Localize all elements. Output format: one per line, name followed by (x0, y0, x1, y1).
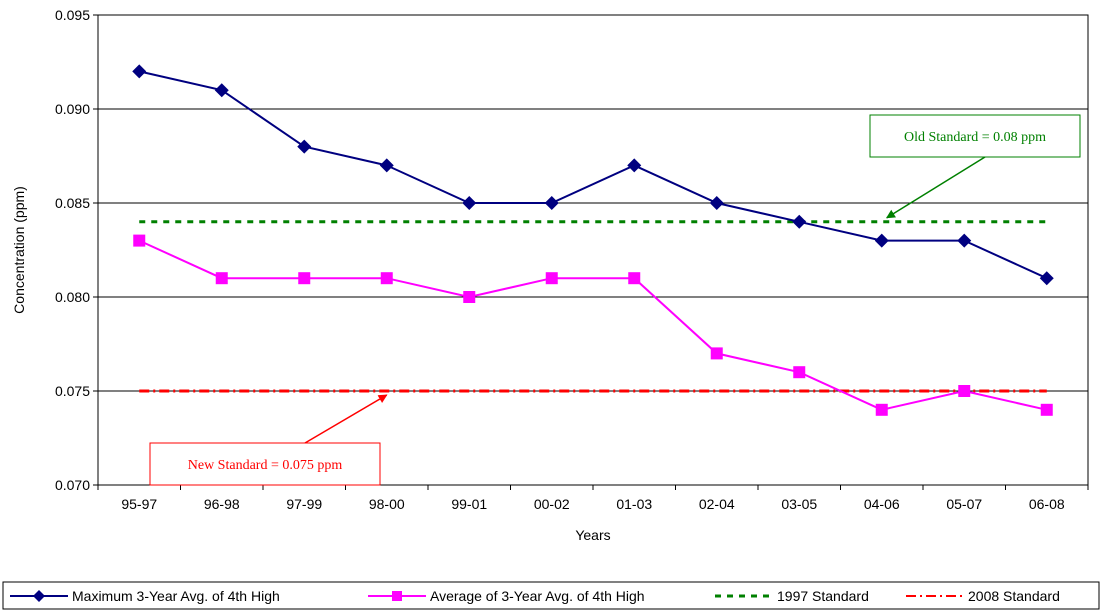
legend-box (2, 581, 1100, 610)
annotation-old-standard-box (869, 114, 1081, 158)
data-point-diamond (1039, 271, 1054, 286)
data-point-square (215, 272, 228, 285)
data-point-square (463, 291, 476, 303)
data-point-square (793, 366, 806, 379)
x-tick-label: 03-05 (781, 496, 817, 512)
legend-item-avg: Average of 3-Year Avg. of 4th High (368, 588, 645, 604)
legend-label-avg: Average of 3-Year Avg. of 4th High (430, 588, 645, 604)
y-tick-label: 0.080 (55, 289, 90, 305)
series-line-square (138, 239, 1047, 411)
x-tick-label: 04-06 (864, 496, 900, 512)
y-axis-label: Concentration (ppm) (11, 186, 27, 314)
legend-label-2008: 2008 Standard (968, 588, 1060, 604)
y-tick-label: 0.095 (55, 7, 90, 23)
data-point-diamond (462, 196, 477, 210)
annotation-new-standard-arrow (304, 394, 388, 444)
y-tick-label: 0.070 (55, 477, 90, 493)
x-tick-label: 02-04 (699, 496, 735, 512)
x-axis-label: Years (575, 527, 610, 543)
annotation-old-standard: Old Standard = 0.08 ppm (869, 114, 1081, 219)
annotation-old-standard-text: Old Standard = 0.08 ppm (904, 130, 1046, 145)
legend-label-1997: 1997 Standard (777, 588, 869, 604)
legend-item-max: Maximum 3-Year Avg. of 4th High (10, 588, 280, 604)
legend-marker-diamond (33, 590, 45, 602)
data-point-diamond (874, 233, 889, 248)
x-tick-label: 95-97 (121, 496, 157, 512)
data-point-square (133, 234, 146, 247)
data-point-diamond (544, 196, 559, 210)
plot-area-border (97, 14, 1089, 486)
data-point-square (875, 403, 888, 416)
series-layer (132, 64, 1054, 416)
data-point-diamond (297, 139, 312, 154)
x-tick-label: 96-98 (204, 496, 240, 512)
y-tick-label: 0.090 (55, 101, 90, 117)
annotation-old-standard-arrow (885, 156, 986, 219)
data-point-square (380, 272, 393, 285)
x-tick-label: 99-01 (451, 496, 487, 512)
x-tick-label: 97-99 (286, 496, 322, 512)
axes: 0.070 0.075 0.080 0.085 0.090 0.095 95-97 96-98… (55, 7, 1089, 512)
legend-item-2008: 2008 Standard (906, 588, 1060, 604)
legend: Maximum 3-Year Avg. of 4th High Average … (2, 581, 1100, 610)
data-point-diamond (379, 158, 394, 173)
data-point-diamond (709, 196, 724, 210)
legend-item-1997: 1997 Standard (715, 588, 869, 604)
data-point-diamond (792, 214, 807, 229)
annotation-new-standard: New Standard = 0.075 ppm (149, 394, 388, 486)
data-point-square (628, 272, 641, 285)
x-tick-label: 05-07 (946, 496, 982, 512)
y-tick-label: 0.085 (55, 195, 90, 211)
legend-label-max: Maximum 3-Year Avg. of 4th High (72, 588, 280, 604)
x-tick-label: 00-02 (534, 496, 570, 512)
y-tick-label: 0.075 (55, 383, 90, 399)
annotations: Old Standard = 0.08 ppm New Standard = 0… (149, 114, 1081, 486)
data-point-square (298, 272, 311, 285)
data-point-diamond (214, 83, 229, 98)
data-point-diamond (132, 64, 147, 79)
data-point-diamond (957, 233, 972, 248)
data-point-square (958, 385, 971, 397)
x-tick-label: 01-03 (616, 496, 652, 512)
data-point-square (545, 272, 558, 285)
data-point-diamond (627, 158, 642, 173)
annotation-new-standard-box (149, 442, 381, 486)
series-line-diamond (139, 70, 1048, 280)
x-tick-label: 06-08 (1029, 496, 1065, 512)
data-point-square (710, 347, 723, 360)
annotation-new-standard-text: New Standard = 0.075 ppm (188, 458, 343, 473)
legend-marker-square (392, 591, 402, 601)
x-tick-label: 98-00 (369, 496, 405, 512)
data-point-square (1040, 403, 1053, 416)
